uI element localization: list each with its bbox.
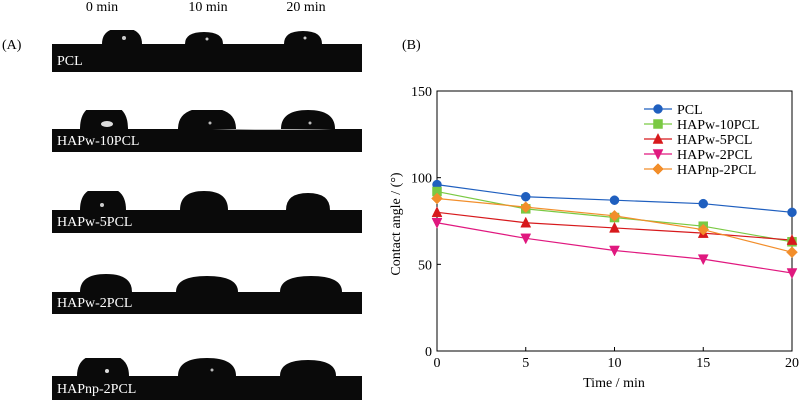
x-tick-label: 5 <box>522 356 529 371</box>
data-point <box>787 207 797 218</box>
data-point <box>786 234 798 245</box>
x-tick-label: 10 <box>608 356 622 371</box>
data-point <box>519 201 532 213</box>
data-point <box>609 221 620 233</box>
legend-marker <box>652 163 664 175</box>
x-tick-label: 15 <box>696 356 710 371</box>
legend-marker <box>652 132 664 144</box>
droplet-strip-hapw-10pcl: HAPw-10PCL <box>52 110 362 152</box>
legend-label: PCL <box>677 103 703 118</box>
data-point <box>609 195 620 205</box>
data-point <box>431 206 443 218</box>
y-axis-label: Contact angle / (°) <box>389 172 404 276</box>
data-point <box>697 223 710 236</box>
data-point <box>786 246 798 259</box>
time-label-10: 10 min <box>188 0 228 15</box>
time-label-20: 20 min <box>286 0 326 15</box>
legend-label: HAPw-5PCL <box>677 133 752 148</box>
legend-label: HAPw-10PCL <box>677 118 759 133</box>
y-tick-label: 150 <box>411 85 432 100</box>
data-point <box>431 192 443 205</box>
y-tick-label: 50 <box>418 258 432 273</box>
sample-label-hapw-10pcl: HAPw-10PCL <box>57 134 140 149</box>
y-tick-label: 100 <box>411 172 432 187</box>
data-point <box>521 191 531 202</box>
x-tick-label: 20 <box>785 356 799 371</box>
data-point <box>431 217 443 229</box>
x-axis-label: Time / min <box>583 376 645 391</box>
sample-label-hapw-2pcl: HAPw-2PCL <box>57 296 133 311</box>
data-point <box>698 198 708 209</box>
data-point <box>609 245 620 257</box>
data-point <box>520 233 532 245</box>
data-point <box>608 209 621 222</box>
droplet-strip-hapnp-2pcl: HAPnp-2PCL <box>52 358 362 400</box>
droplet-strip-hapw-5pcl: HAPw-5PCL <box>52 191 362 233</box>
time-label-0: 0 min <box>85 0 119 15</box>
legend-label: HAPw-2PCL <box>677 148 752 163</box>
droplet-strip-hapw-2pcl: HAPw-2PCL <box>52 272 362 314</box>
panel-b-label: (B) <box>402 38 421 53</box>
x-tick-label: 0 <box>434 356 441 371</box>
sample-label-hapw-5pcl: HAPw-5PCL <box>57 215 133 230</box>
panel-a-label: (A) <box>2 38 22 53</box>
y-tick-label: 0 <box>425 345 432 360</box>
sample-label-pcl: PCL <box>57 54 83 69</box>
data-point <box>786 268 798 280</box>
legend-marker <box>653 104 663 114</box>
droplet-strip-pcl: PCL <box>52 30 362 72</box>
sample-label-hapnp-2pcl: HAPnp-2PCL <box>57 382 137 397</box>
legend-marker <box>653 119 663 129</box>
legend-label: HAPnp-2PCL <box>677 163 756 178</box>
data-point <box>697 254 709 266</box>
data-point <box>520 216 532 228</box>
legend-marker <box>652 149 664 161</box>
